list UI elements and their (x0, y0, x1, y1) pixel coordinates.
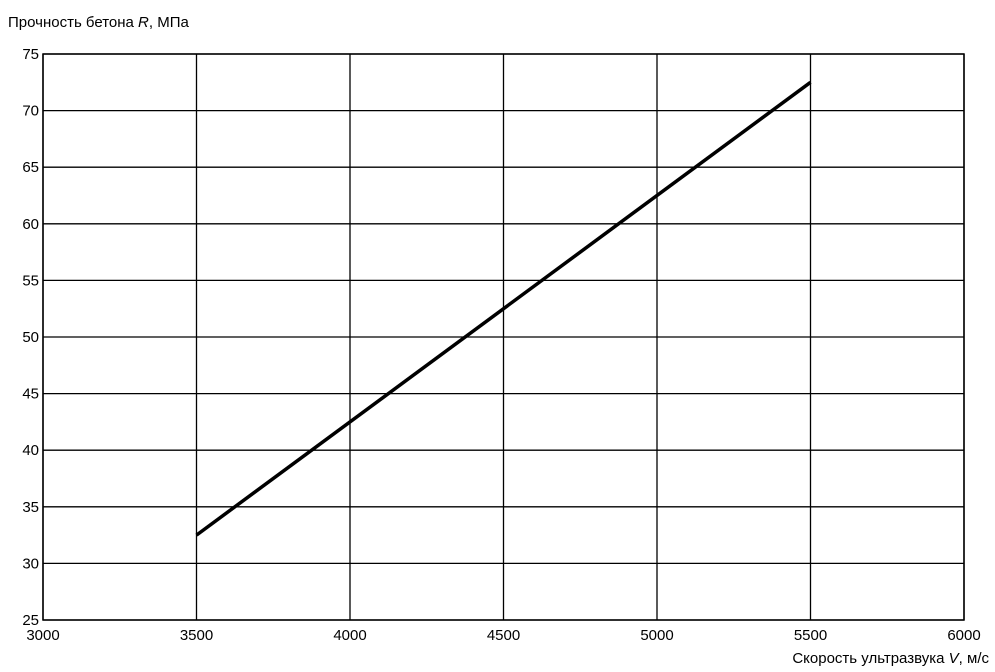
plot-frame (42, 53, 965, 621)
y-tick-label: 60 (22, 216, 39, 233)
y-tick-label: 40 (22, 442, 39, 459)
series-line (195, 80, 812, 537)
y-tick-label: 70 (22, 103, 39, 120)
y-tick-label: 75 (22, 46, 39, 63)
x-tick-label: 5000 (640, 627, 673, 644)
x-tick-label: 6000 (947, 627, 980, 644)
y-tick-label: 55 (22, 272, 39, 289)
x-tick-label: 3500 (180, 627, 213, 644)
series (195, 80, 812, 537)
x-tick-label: 5500 (794, 627, 827, 644)
y-tick-label: 30 (22, 555, 39, 572)
x-tick-label: 4000 (333, 627, 366, 644)
y-tick-label: 65 (22, 159, 39, 176)
x-tick-label: 4500 (487, 627, 520, 644)
y-tick-label: 45 (22, 386, 39, 403)
y-tick-label: 25 (22, 612, 39, 629)
tick-labels: 25 30 35 40 45 50 55 60 65 70 75 3000 3500 4000 4500 50… (22, 46, 980, 644)
y-axis-label: Прочность бетона R, МПа (8, 14, 189, 31)
x-axis-label: Скорость ультразвука V, м/с (792, 650, 989, 667)
x-tick-label: 3000 (26, 627, 59, 644)
y-tick-label: 50 (22, 329, 39, 346)
y-tick-label: 35 (22, 499, 39, 516)
grid (42, 53, 965, 621)
